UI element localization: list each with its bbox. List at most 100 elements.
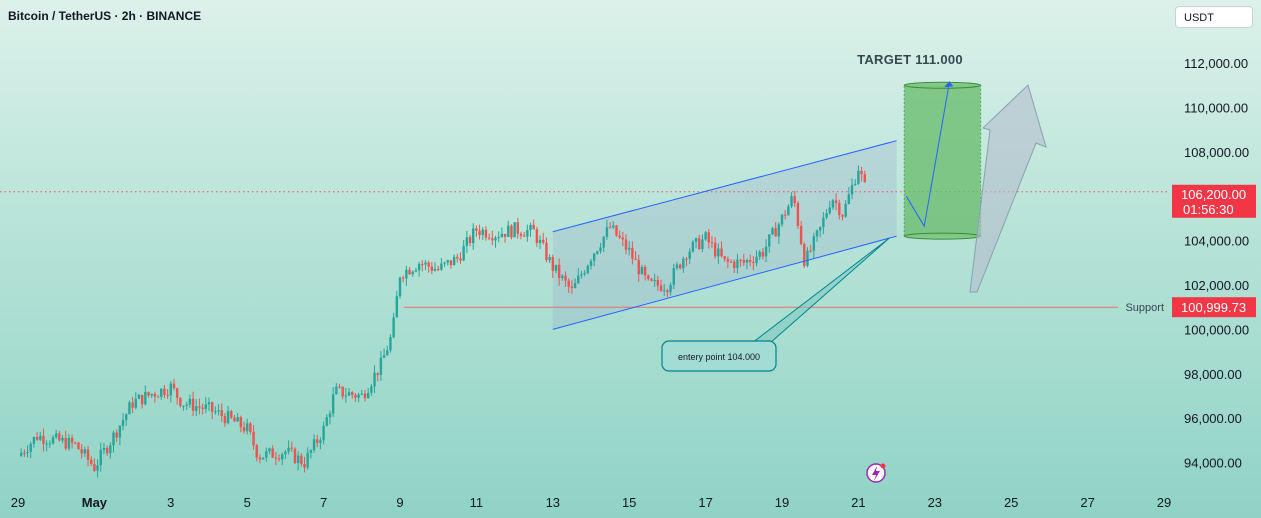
candle-body xyxy=(230,411,233,418)
candle-body xyxy=(93,464,96,471)
candle-body xyxy=(535,229,539,243)
candle-body xyxy=(733,261,736,268)
candle-body xyxy=(538,239,542,243)
target-box-top xyxy=(903,81,982,89)
notification-dot-icon xyxy=(880,463,886,469)
candle-body xyxy=(115,432,118,438)
x-tick-label: 3 xyxy=(167,495,174,510)
candle-body xyxy=(261,457,265,460)
x-tick-label: 29 xyxy=(11,495,25,510)
candle-body xyxy=(281,454,284,460)
current-price-tag xyxy=(1172,184,1256,218)
candle-body xyxy=(720,248,723,257)
bullish-arrow-icon xyxy=(969,84,1047,293)
candle-body xyxy=(615,225,618,236)
x-tick-label: 11 xyxy=(470,495,484,510)
candle-body xyxy=(131,402,134,408)
candle-body xyxy=(650,278,653,281)
currency-button[interactable]: USDT xyxy=(1175,6,1253,28)
candle-body xyxy=(424,262,427,265)
target-box xyxy=(903,84,982,237)
candle-body xyxy=(841,215,844,217)
candle-body xyxy=(752,262,755,264)
candle-body xyxy=(223,416,227,424)
candle-body xyxy=(411,271,414,275)
candle-body xyxy=(99,449,102,466)
candle-body xyxy=(55,433,58,438)
candle-body xyxy=(475,228,478,231)
candle-body xyxy=(83,449,87,454)
candle-body xyxy=(701,239,704,250)
candle-body xyxy=(481,229,484,236)
candle-body xyxy=(774,228,777,237)
candle-body xyxy=(484,229,488,238)
candle-body xyxy=(500,233,504,237)
candle-body xyxy=(755,256,758,264)
x-tick-label: 25 xyxy=(1004,495,1018,510)
candle-body xyxy=(163,388,166,395)
support-price-label: 100,999.73 xyxy=(1181,300,1246,315)
x-tick-label: 9 xyxy=(396,495,403,510)
candle-body xyxy=(169,383,172,396)
y-tick-label: 98,000.00 xyxy=(1184,367,1242,382)
candle-body xyxy=(573,283,577,289)
candle-body xyxy=(838,202,841,216)
candle-body xyxy=(344,395,348,397)
candle-body xyxy=(258,457,262,460)
candle-body xyxy=(742,260,745,263)
candle-body xyxy=(831,200,835,208)
candle-body xyxy=(354,394,357,398)
candle-body xyxy=(545,242,548,261)
candle-body xyxy=(175,388,179,398)
candle-body xyxy=(201,407,204,409)
candle-body xyxy=(459,258,462,261)
x-tick-label: 27 xyxy=(1080,495,1094,510)
candle-body xyxy=(437,268,440,270)
candle-body xyxy=(669,284,672,293)
candle-body xyxy=(503,233,507,238)
candle-body xyxy=(373,372,376,387)
candle-body xyxy=(382,355,386,358)
candle-body xyxy=(144,391,147,405)
candle-body xyxy=(465,237,469,246)
candle-body xyxy=(45,443,48,445)
candle-body xyxy=(519,233,523,236)
target-box-bottom xyxy=(903,232,982,240)
candle-body xyxy=(580,274,583,276)
candle-body xyxy=(417,264,421,271)
candle-body xyxy=(729,261,733,263)
candle-body xyxy=(857,170,860,184)
candle-body xyxy=(90,459,93,465)
candle-body xyxy=(312,439,316,451)
candle-body xyxy=(128,402,131,415)
candle-body xyxy=(487,237,491,239)
candle-body xyxy=(105,447,109,454)
candle-body xyxy=(694,238,698,242)
y-tick-label: 104,000.00 xyxy=(1184,234,1249,249)
candle-body xyxy=(70,437,74,443)
candle-body xyxy=(363,393,367,399)
candle-body xyxy=(239,417,243,428)
channel-fill xyxy=(552,140,897,330)
candle-body xyxy=(182,405,185,407)
candle-body xyxy=(23,452,26,454)
candle-body xyxy=(118,425,122,438)
candle-body xyxy=(296,455,300,464)
candle-body xyxy=(287,447,290,452)
support-label: Support xyxy=(1125,302,1164,314)
candle-body xyxy=(522,235,526,237)
candle-body xyxy=(316,439,319,443)
candle-body xyxy=(624,239,628,250)
candle-body xyxy=(666,290,669,293)
x-tick-label: 21 xyxy=(851,495,865,510)
candle-body xyxy=(516,222,519,234)
candle-body xyxy=(370,386,373,393)
candle-body xyxy=(796,202,800,226)
candle-body xyxy=(647,275,650,279)
projection-path xyxy=(905,83,950,228)
candle-body xyxy=(561,275,564,279)
candle-body xyxy=(48,443,52,445)
candle-body xyxy=(780,214,784,225)
